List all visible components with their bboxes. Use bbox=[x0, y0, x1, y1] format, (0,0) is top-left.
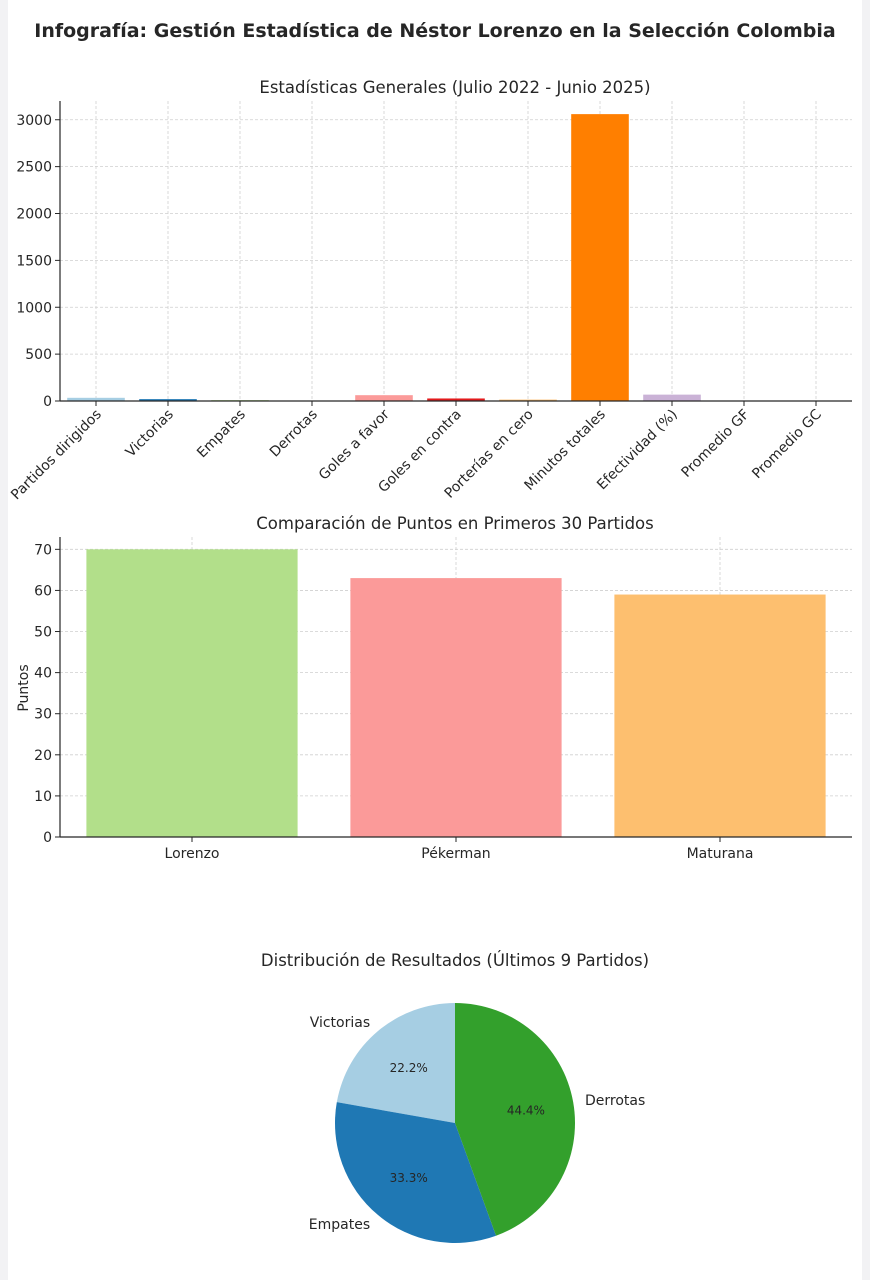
x-tick-label: Empates bbox=[194, 407, 249, 462]
points-comparison-bars bbox=[86, 549, 826, 837]
y-tick-label: 20 bbox=[34, 748, 52, 764]
bar-porterias-en-cero bbox=[499, 399, 557, 401]
bar-lorenzo bbox=[86, 549, 298, 837]
pie-slice-derrotas bbox=[455, 1003, 576, 1236]
x-tick-label: Lorenzo bbox=[165, 846, 220, 862]
pie-category-label: Empates bbox=[309, 1217, 370, 1233]
results-pie-slices bbox=[334, 1003, 576, 1243]
infographic-figure: Infografía: Gestión Estadística de Nésto… bbox=[8, 20, 852, 1243]
infographic-page: Infografía: Gestión Estadística de Nésto… bbox=[8, 0, 862, 1280]
results-pie-title: Distribución de Resultados (Últimos 9 Pa… bbox=[261, 951, 649, 970]
y-tick-label: 10 bbox=[34, 789, 52, 805]
y-tick-label: 2500 bbox=[16, 160, 52, 176]
y-tick-label: 0 bbox=[43, 394, 52, 410]
general-stats-chart: Estadísticas Generales (Julio 2022 - Jun… bbox=[8, 78, 852, 503]
points-comparison-title: Comparación de Puntos en Primeros 30 Par… bbox=[256, 514, 654, 533]
y-tick-label: 2000 bbox=[16, 207, 52, 223]
bar-goles-en-contra bbox=[427, 398, 485, 401]
y-tick-label: 1500 bbox=[16, 253, 52, 269]
bar-partidos-dirigidos bbox=[67, 397, 125, 401]
y-tick-label: 60 bbox=[34, 583, 52, 599]
x-tick-label: Maturana bbox=[687, 846, 754, 862]
pie-percent-label: 44.4% bbox=[507, 1103, 545, 1117]
y-tick-label: 0 bbox=[43, 830, 52, 846]
results-pie-chart: Distribución de Resultados (Últimos 9 Pa… bbox=[261, 951, 649, 1243]
x-tick-label: Goles a favor bbox=[316, 406, 393, 483]
y-tick-label: 3000 bbox=[16, 113, 52, 129]
x-tick-label: Victorias bbox=[123, 407, 177, 461]
y-tick-label: 40 bbox=[34, 666, 52, 682]
x-tick-label: Pékerman bbox=[421, 846, 490, 862]
points-y-axis-label: Puntos bbox=[16, 664, 32, 711]
general-stats-grid bbox=[60, 101, 852, 402]
x-tick-label: Promedio GF bbox=[678, 407, 752, 481]
bar-maturana bbox=[614, 594, 826, 837]
results-pie-labels: 22.2% Victorias 33.3% Empates 44.4% Derrotas bbox=[309, 1015, 645, 1233]
bar-minutos-totales bbox=[571, 114, 629, 401]
bar-pekerman bbox=[350, 578, 562, 837]
y-tick-label: 500 bbox=[25, 347, 52, 363]
general-stats-title: Estadísticas Generales (Julio 2022 - Jun… bbox=[259, 78, 650, 97]
points-comparison-x-ticks: Lorenzo Pékerman Maturana bbox=[165, 837, 754, 862]
x-tick-label: Promedio GC bbox=[749, 406, 825, 482]
pie-category-label: Derrotas bbox=[585, 1093, 645, 1109]
bar-efectividad bbox=[643, 394, 701, 401]
main-title: Infografía: Gestión Estadística de Nésto… bbox=[34, 20, 835, 42]
bar-victorias bbox=[139, 399, 197, 401]
bar-goles-a-favor bbox=[355, 395, 413, 401]
pie-percent-label: 33.3% bbox=[390, 1171, 428, 1185]
points-comparison-y-ticks: 0 10 20 30 40 50 60 70 bbox=[34, 542, 60, 846]
y-tick-label: 30 bbox=[34, 707, 52, 723]
y-tick-label: 50 bbox=[34, 625, 52, 641]
x-tick-label: Partidos dirigidos bbox=[8, 407, 105, 504]
x-tick-label: Derrotas bbox=[267, 407, 321, 461]
y-tick-label: 70 bbox=[34, 542, 52, 558]
pie-percent-label: 22.2% bbox=[390, 1061, 428, 1075]
pie-slice-victorias bbox=[336, 1003, 455, 1123]
general-stats-y-ticks: 0 500 1000 1500 2000 2500 3000 bbox=[16, 113, 60, 410]
pie-slice-empates bbox=[334, 1102, 497, 1243]
points-comparison-chart: Comparación de Puntos en Primeros 30 Par… bbox=[16, 514, 852, 862]
general-stats-x-ticks: Partidos dirigidos Victorias Empates Derrot… bbox=[8, 401, 825, 503]
y-tick-label: 1000 bbox=[16, 300, 52, 316]
pie-category-label: Victorias bbox=[310, 1015, 370, 1031]
general-stats-bars bbox=[67, 114, 845, 402]
